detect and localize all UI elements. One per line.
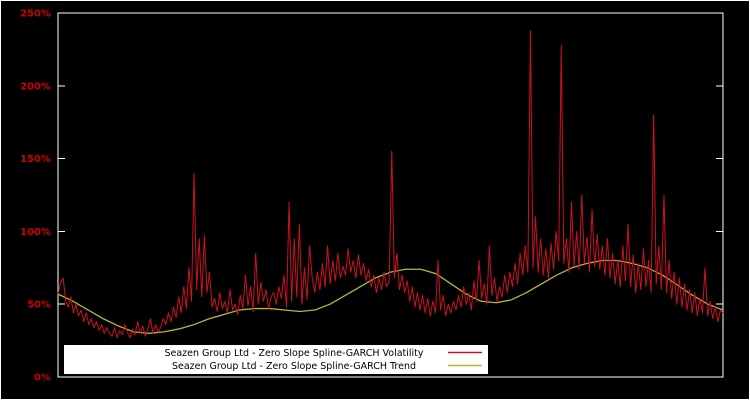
- trend-series-line: [57, 259, 724, 334]
- y-tick-label: 150%: [20, 154, 51, 165]
- volatility-series-line: [57, 29, 724, 339]
- plot-frame: [57, 12, 724, 378]
- legend-label-trend: Seazen Group Ltd - Zero Slope Spline-GAR…: [172, 361, 416, 372]
- y-tick-label: 250%: [20, 9, 51, 20]
- y-tick-label: 0%: [34, 373, 51, 384]
- y-tick-label: 100%: [20, 227, 51, 238]
- legend-label-volatility: Seazen Group Ltd - Zero Slope Spline-GAR…: [164, 348, 423, 359]
- legend: Seazen Group Ltd - Zero Slope Spline-GAR…: [64, 345, 488, 374]
- legend-box: [64, 345, 488, 374]
- y-tick-label: 50%: [27, 300, 51, 311]
- y-tick-label: 200%: [20, 81, 51, 92]
- y-axis: 0% 50% 100% 150% 200% 250%: [20, 9, 723, 384]
